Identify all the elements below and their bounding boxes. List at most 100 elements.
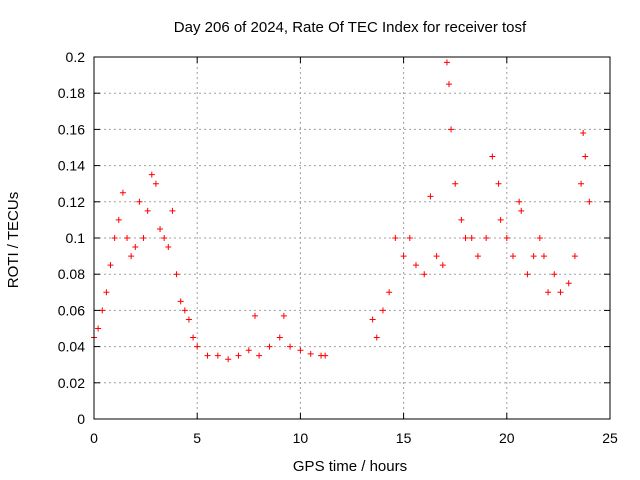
data-point: [190, 334, 197, 341]
data-point: [107, 262, 114, 269]
data-point: [483, 235, 490, 241]
data-point: [503, 235, 510, 241]
data-point: [540, 253, 547, 260]
data-point: [518, 207, 525, 214]
data-point: [307, 350, 314, 357]
data-point: [443, 59, 450, 66]
data-point: [169, 207, 176, 214]
chart-title: Day 206 of 2024, Rate Of TEC Index for r…: [174, 19, 527, 36]
data-point: [369, 316, 376, 323]
y-axis: 0 0.02 0.04 0.06 0.08 0.1 0.12 0.14 0.16 0.18 0.2: [58, 49, 610, 427]
data-point: [115, 216, 122, 223]
y-tick-label: 0.18: [58, 85, 85, 101]
data-point: [181, 307, 188, 314]
data-point: [152, 180, 159, 187]
data-point: [124, 235, 131, 241]
data-point: [214, 352, 221, 359]
data-point: [111, 235, 118, 241]
y-tick-label: 0.2: [66, 49, 86, 65]
data-point: [433, 253, 440, 260]
data-point: [516, 198, 523, 205]
data-point: [495, 180, 502, 187]
data-point: [185, 316, 192, 323]
data-point: [119, 189, 126, 196]
data-point: [412, 262, 419, 269]
y-axis-label: ROTI / TECUs: [5, 192, 22, 288]
data-point: [225, 356, 232, 363]
data-point: [400, 253, 407, 260]
data-point: [204, 352, 211, 359]
data-point: [386, 289, 393, 296]
data-point: [565, 280, 572, 287]
data-point: [276, 334, 283, 341]
x-tick-label: 15: [396, 430, 412, 446]
data-point: [582, 153, 589, 160]
y-tick-label: 0.04: [58, 339, 85, 355]
x-tick-label: 25: [602, 430, 618, 446]
x-tick-label: 5: [193, 430, 201, 446]
y-tick-label: 0: [77, 411, 85, 427]
data-point: [392, 235, 399, 241]
data-point: [161, 235, 168, 241]
data-point: [373, 334, 380, 341]
data-point: [194, 343, 201, 350]
y-tick-label: 0.12: [58, 194, 85, 210]
data-point: [280, 312, 287, 319]
data-point: [245, 347, 252, 354]
data-point: [545, 289, 552, 296]
y-tick-label: 0.02: [58, 375, 85, 391]
data-point: [251, 312, 258, 319]
grid: [94, 57, 610, 419]
x-tick-label: 0: [90, 430, 98, 446]
data-point: [140, 235, 147, 241]
data-point: [95, 325, 102, 332]
data-point: [458, 216, 465, 223]
data-point: [551, 271, 558, 278]
data-point: [421, 271, 428, 278]
data-point: [524, 271, 531, 278]
data-point: [468, 235, 475, 241]
data-point: [406, 235, 413, 241]
data-point: [586, 198, 593, 205]
data-point: [462, 235, 469, 241]
data-point: [379, 307, 386, 314]
data-point: [578, 180, 585, 187]
data-point: [497, 216, 504, 223]
data-point: [297, 347, 304, 354]
data-point: [580, 130, 587, 137]
data-point: [165, 244, 172, 251]
x-tick-label: 10: [293, 430, 309, 446]
data-point: [103, 289, 110, 296]
data-point: [446, 81, 453, 88]
data-point: [235, 352, 242, 359]
y-tick-label: 0.08: [58, 266, 85, 282]
data-point: [144, 207, 151, 214]
data-point: [474, 253, 481, 260]
data-point: [136, 198, 143, 205]
data-point: [173, 271, 180, 278]
data-point: [157, 225, 164, 232]
data-point: [489, 153, 496, 160]
data-point: [322, 352, 329, 359]
x-tick-label: 20: [499, 430, 515, 446]
data-point: [128, 253, 135, 260]
y-tick-label: 0.1: [66, 230, 86, 246]
data-point: [448, 126, 455, 133]
data-point: [177, 298, 184, 305]
data-point: [132, 244, 139, 251]
data-point: [571, 253, 578, 260]
plot-frame: [93, 56, 611, 420]
data-point: [148, 171, 155, 178]
data-point: [452, 180, 459, 187]
data-point: [530, 253, 537, 260]
y-tick-label: 0.06: [58, 302, 85, 318]
y-tick-label: 0.14: [58, 158, 85, 174]
x-axis: 0 5 10 15 20 25: [90, 57, 618, 446]
y-tick-label: 0.16: [58, 121, 85, 137]
x-axis-label: GPS time / hours: [293, 458, 407, 475]
data-point: [439, 262, 446, 269]
data-point: [536, 235, 543, 241]
data-point: [427, 193, 434, 200]
data-point: [256, 352, 263, 359]
